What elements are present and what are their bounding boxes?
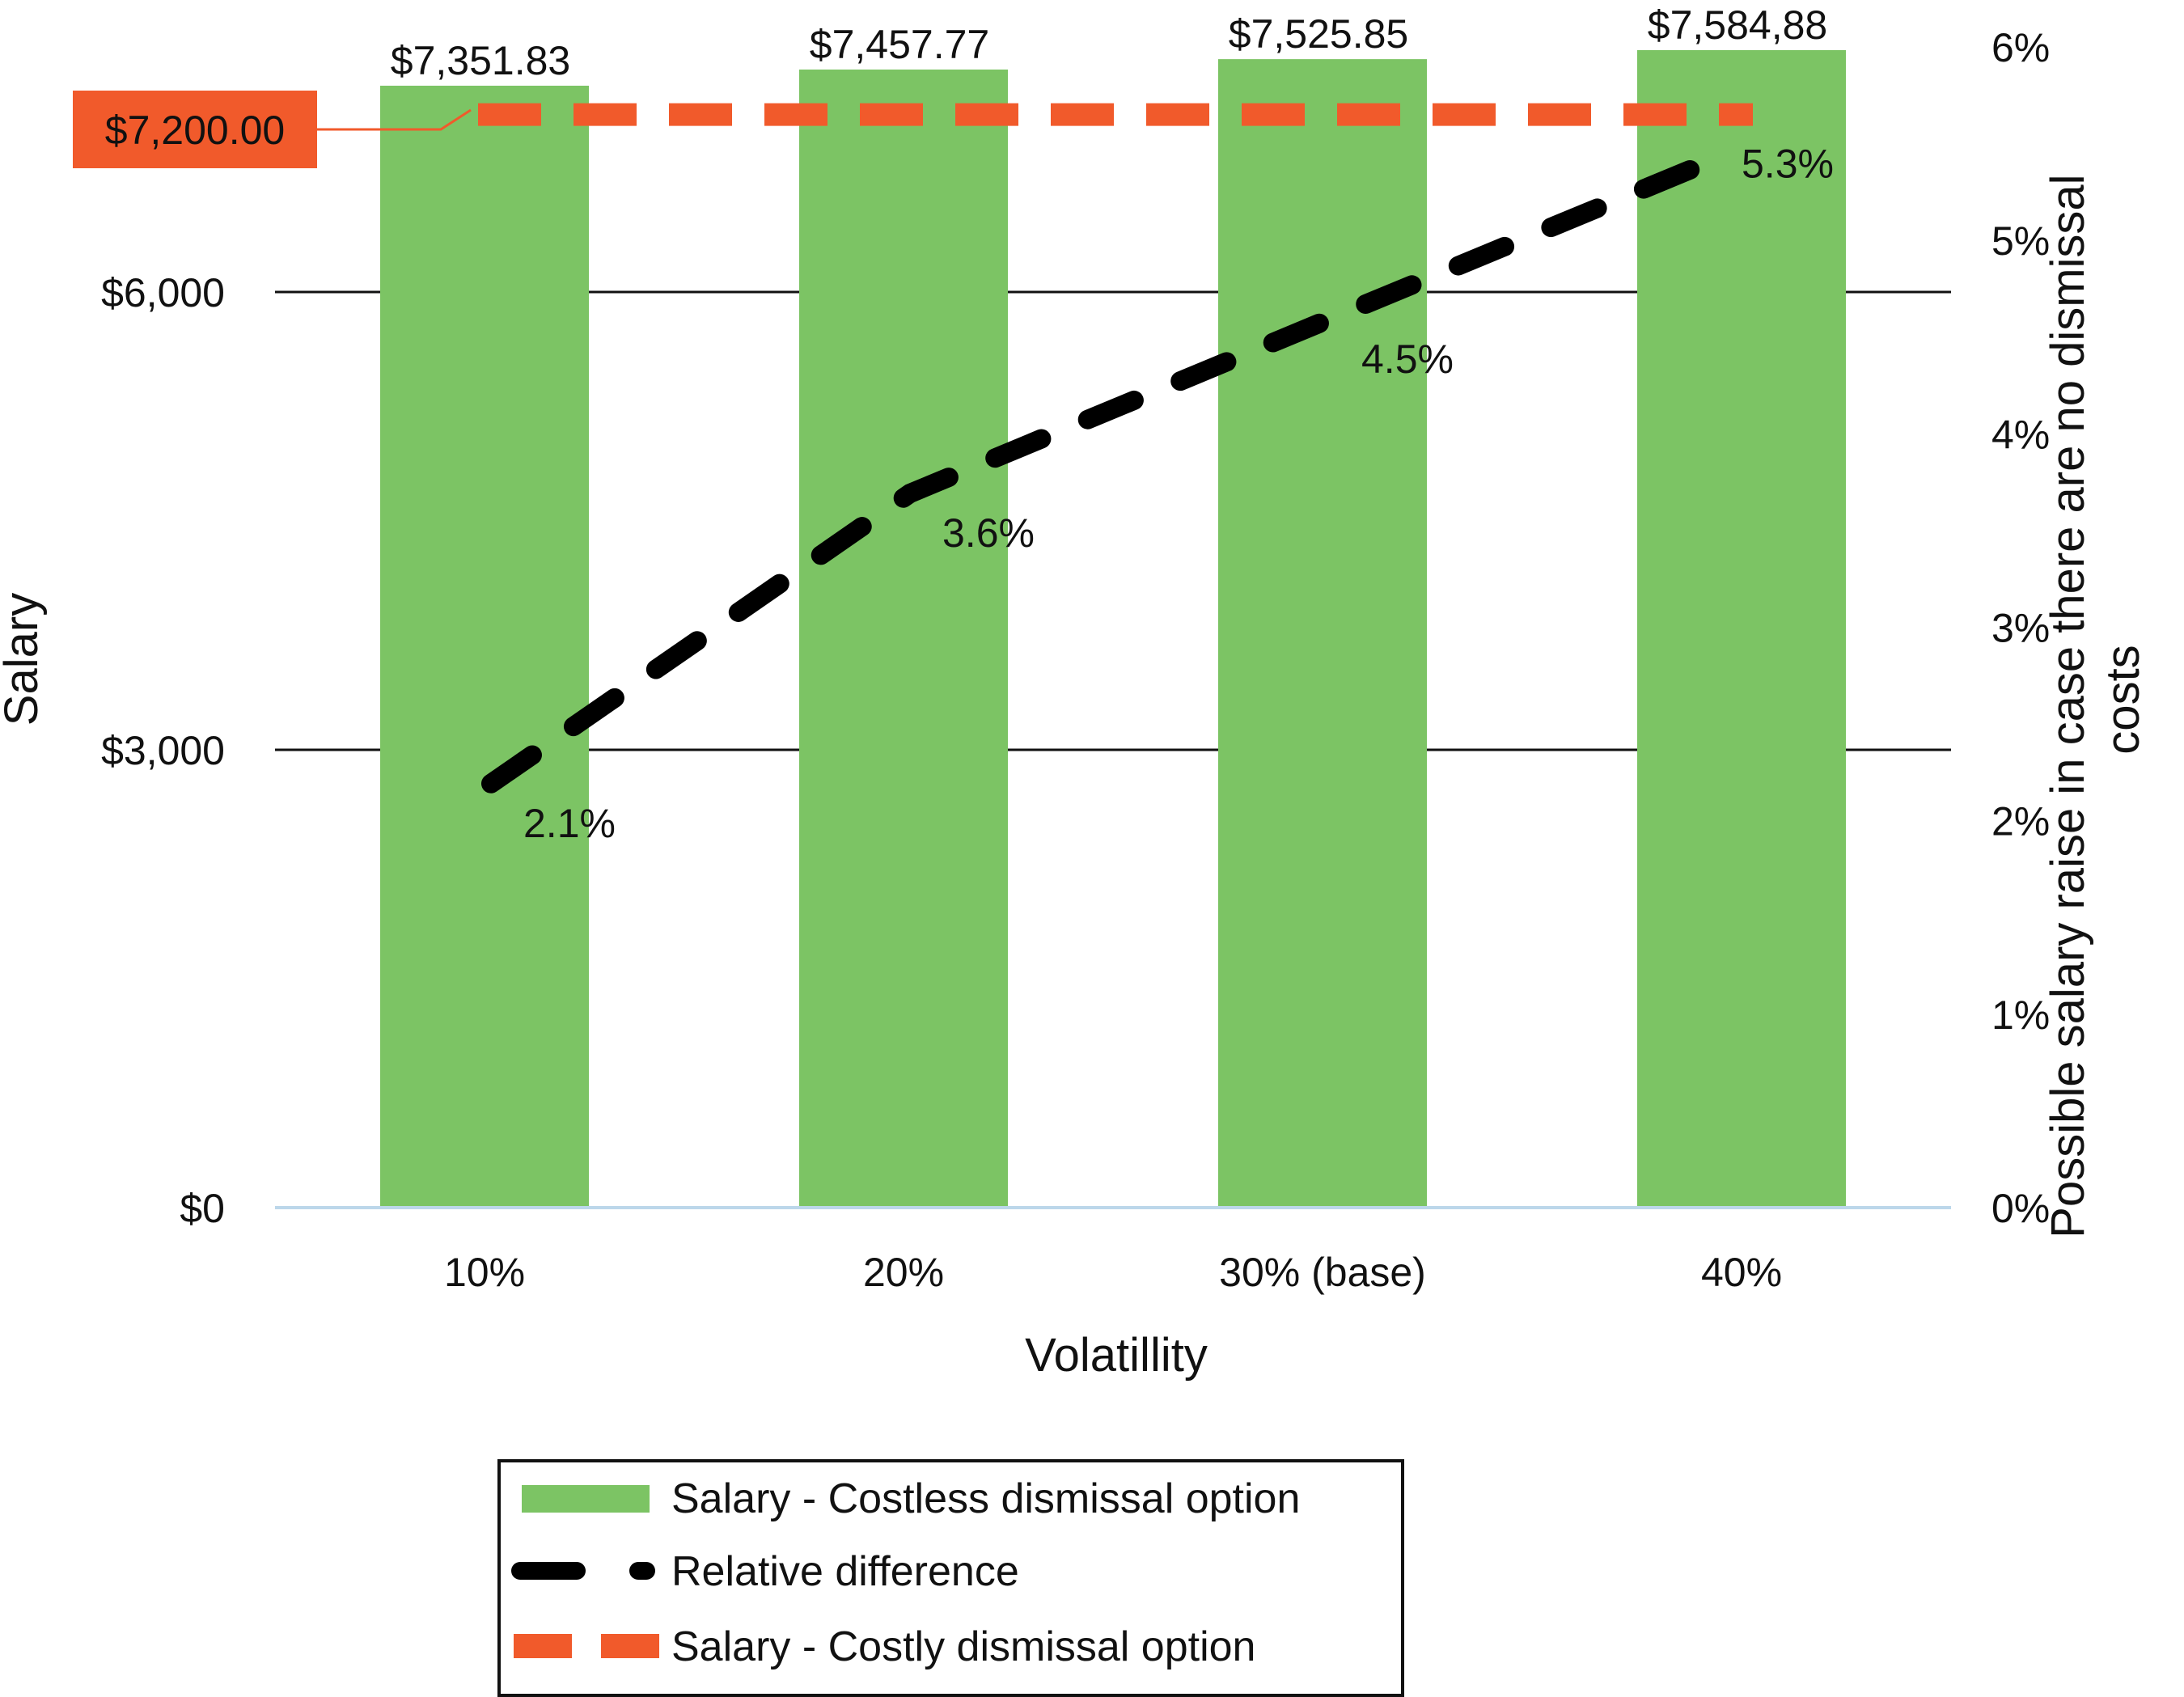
y2-tick-label-2: 2% (1991, 799, 2050, 844)
y2-tick-label-6: 6% (1991, 25, 2050, 70)
y2-axis-title-line-2: costs (2097, 645, 2149, 754)
bar-value-label-4: $7,584,88 (1648, 2, 1827, 48)
relative-difference-series: 2.1% 3.6% 4.5% 5.3% (481, 141, 1834, 846)
y-axis-title: Salary (0, 593, 48, 726)
legend-label-costly: Salary - Costly dismissal option (671, 1623, 1255, 1670)
y2-axis-title-line-1: Possible salary raise in case there are … (2042, 174, 2094, 1238)
bar-2 (799, 69, 1008, 1208)
bar-value-label-3: $7,525.85 (1229, 11, 1408, 57)
x-tick-label-1: 10% (444, 1250, 525, 1295)
y2-axis-title: Possible salary raise in case there are … (2042, 161, 2149, 1238)
legend-label-costless: Salary - Costless dismissal option (671, 1475, 1300, 1522)
reference-label: $7,200.00 (105, 108, 285, 153)
y2-tick-label-5: 5% (1991, 218, 2050, 264)
x-tick-label-4: 40% (1701, 1250, 1782, 1295)
x-tick-label-2: 20% (863, 1250, 944, 1295)
data-labels: $7,351.83 $7,457.77 $7,525.85 $7,584,88 (391, 2, 1827, 83)
bar-value-label-1: $7,351.83 (391, 38, 570, 83)
legend-swatch-costless (522, 1485, 650, 1513)
bar-series (380, 49, 1846, 1208)
relative-difference-label-2: 3.6% (942, 510, 1035, 556)
reference-label-box (73, 91, 317, 168)
reference-label-leader (317, 108, 472, 131)
y-tick-label-1: $3,000 (101, 728, 225, 773)
y2-tick-label-0: 0% (1991, 1186, 2050, 1231)
relative-difference-label-4: 5.3% (1742, 141, 1834, 186)
x-tick-label-3: 30% (base) (1219, 1250, 1426, 1295)
bar-1 (380, 85, 589, 1208)
bar-4 (1637, 49, 1846, 1208)
legend-label-relative: Relative difference (671, 1548, 1019, 1595)
y-tick-label-2: $6,000 (101, 270, 225, 315)
x-axis-title: Volatillity (1025, 1329, 1208, 1382)
reference-line-series: $7,200.00 (73, 91, 1753, 168)
relative-difference-label-1: 2.1% (523, 801, 616, 846)
y2-tick-label-4: 4% (1991, 412, 2050, 457)
bar-3 (1218, 59, 1427, 1208)
relative-difference-label-3: 4.5% (1361, 336, 1454, 382)
y2-tick-label-1: 1% (1991, 992, 2050, 1038)
relative-difference-line (481, 154, 1712, 793)
legend: Salary - Costless dismissal option Relat… (497, 1459, 1404, 1697)
bar-value-label-2: $7,457.77 (810, 22, 989, 67)
y2-tick-label-3: 3% (1991, 606, 2050, 651)
y-tick-label-0: $0 (180, 1186, 225, 1231)
axis-ticks: $0 $3,000 $6,000 0% 1% 2% 3% 4% 5% 6% 10% 20% 30% (b… (101, 25, 2050, 1295)
